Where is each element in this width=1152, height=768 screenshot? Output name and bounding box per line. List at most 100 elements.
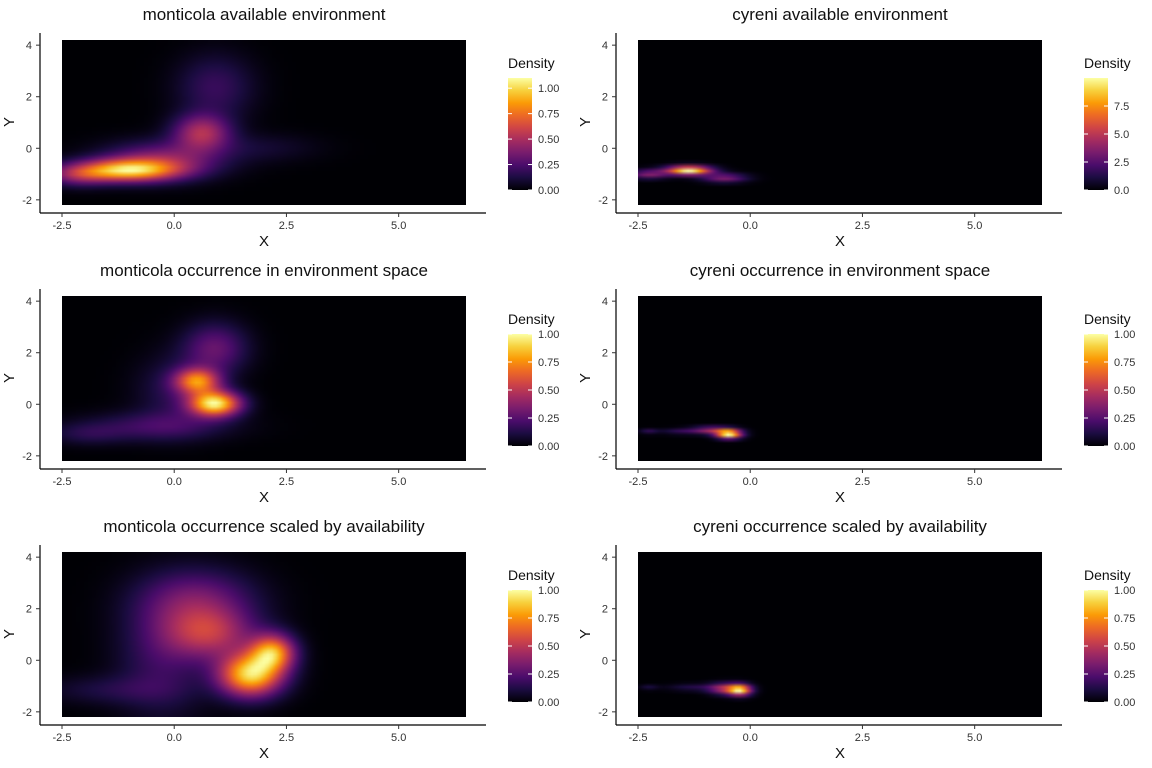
x-tick-label: 2.5 xyxy=(279,476,294,488)
y-tick-label: 0 xyxy=(602,399,608,411)
legend-tick-label: 0.75 xyxy=(538,613,559,625)
legend-tick-label: 0.25 xyxy=(538,413,559,425)
y-tick-label: 4 xyxy=(26,552,32,564)
y-axis-label: Y xyxy=(577,629,594,639)
y-tick-label: 0 xyxy=(602,143,608,155)
legend-tick-label: 0.00 xyxy=(1114,441,1135,453)
legend-tick-label: 0.75 xyxy=(538,357,559,369)
x-tick-label: 2.5 xyxy=(855,220,870,232)
y-axis-label: Y xyxy=(1,629,18,639)
legend-tick-label: 0.25 xyxy=(1114,669,1135,681)
y-axis-label: Y xyxy=(1,373,18,383)
y-tick-label: 2 xyxy=(26,92,32,104)
x-tick-label: -2.5 xyxy=(53,476,72,488)
y-axis-label: Y xyxy=(577,373,594,383)
chart-svg: cyreni occurrence scaled by availability… xyxy=(577,517,1135,762)
x-axis-label: X xyxy=(259,745,269,762)
x-tick-label: 5.0 xyxy=(967,220,982,232)
x-tick-label: 2.5 xyxy=(855,476,870,488)
legend-tick-label: 1.00 xyxy=(538,329,559,341)
chart-panel-3: monticola occurrence in environment spac… xyxy=(0,256,576,512)
x-tick-label: -2.5 xyxy=(629,220,648,232)
y-tick-label: 4 xyxy=(26,296,32,308)
legend-tick-label: 0.25 xyxy=(538,669,559,681)
y-tick-label: 0 xyxy=(602,655,608,667)
legend-title: Density xyxy=(508,567,555,583)
y-tick-label: 2 xyxy=(602,604,608,616)
x-tick-label: 0.0 xyxy=(743,732,758,744)
legend-tick-label: 0.0 xyxy=(1114,185,1129,197)
legend-tick-label: 1.00 xyxy=(1114,329,1135,341)
y-tick-label: 4 xyxy=(26,40,32,52)
y-tick-label: 4 xyxy=(602,296,608,308)
chart-panel-2: cyreni available environment -2.5 0.0 2.5 5.… xyxy=(576,0,1152,256)
y-tick-label: 2 xyxy=(26,348,32,360)
chart-title: monticola available environment xyxy=(143,5,386,24)
x-tick-label: 0.0 xyxy=(743,476,758,488)
y-tick-label: -2 xyxy=(22,195,32,207)
legend-title: Density xyxy=(1084,55,1131,71)
legend-title: Density xyxy=(1084,311,1131,327)
legend-tick-label: 0.50 xyxy=(538,134,559,146)
y-tick-label: 4 xyxy=(602,40,608,52)
y-tick-label: -2 xyxy=(598,451,608,463)
legend-tick-label: 0.75 xyxy=(1114,357,1135,369)
legend-tick-label: 1.00 xyxy=(538,585,559,597)
legend-title: Density xyxy=(508,55,555,71)
legend-tick-label: 0.50 xyxy=(1114,385,1135,397)
chart-svg: monticola occurrence in environment spac… xyxy=(1,261,559,506)
x-tick-label: 0.0 xyxy=(743,220,758,232)
chart-svg: monticola available environment -2.5 0.0 2.… xyxy=(1,5,559,250)
chart-title: monticola occurrence scaled by availabil… xyxy=(103,517,425,536)
y-tick-label: 0 xyxy=(26,399,32,411)
legend-colorbar xyxy=(508,78,532,190)
x-tick-label: 5.0 xyxy=(967,476,982,488)
legend-tick-label: 0.00 xyxy=(538,697,559,709)
legend-tick-label: 1.00 xyxy=(1114,585,1135,597)
y-tick-label: 4 xyxy=(602,552,608,564)
x-tick-label: -2.5 xyxy=(629,476,648,488)
density-heatmap xyxy=(638,296,1042,461)
x-tick-label: 2.5 xyxy=(279,220,294,232)
legend-tick-label: 0.00 xyxy=(1114,697,1135,709)
x-tick-label: -2.5 xyxy=(53,220,72,232)
y-axis-label: Y xyxy=(1,117,18,127)
y-tick-label: -2 xyxy=(22,707,32,719)
chart-panel-6: cyreni occurrence scaled by availability… xyxy=(576,512,1152,768)
density-heatmap xyxy=(638,552,1042,717)
legend-tick-label: 0.00 xyxy=(538,185,559,197)
density-heatmap xyxy=(638,40,1042,205)
x-tick-label: 2.5 xyxy=(279,732,294,744)
y-tick-label: 0 xyxy=(26,143,32,155)
y-tick-label: -2 xyxy=(598,195,608,207)
chart-title: cyreni occurrence scaled by availability xyxy=(693,517,987,536)
x-axis-label: X xyxy=(835,745,845,762)
chart-svg: cyreni available environment -2.5 0.0 2.5 5.… xyxy=(577,5,1131,250)
legend-tick-label: 0.25 xyxy=(1114,413,1135,425)
x-axis-label: X xyxy=(259,489,269,506)
y-tick-label: -2 xyxy=(22,451,32,463)
legend-title: Density xyxy=(508,311,555,327)
y-axis-label: Y xyxy=(577,117,594,127)
x-tick-label: -2.5 xyxy=(629,732,648,744)
chart-title: monticola occurrence in environment spac… xyxy=(100,261,428,280)
legend-tick-label: 0.50 xyxy=(538,641,559,653)
legend-tick-label: 0.75 xyxy=(1114,613,1135,625)
y-tick-label: 2 xyxy=(602,348,608,360)
legend-tick-label: 5.0 xyxy=(1114,129,1129,141)
density-heatmap xyxy=(62,296,466,461)
x-axis-label: X xyxy=(259,233,269,250)
legend-tick-label: 2.5 xyxy=(1114,157,1129,169)
chart-title: cyreni occurrence in environment space xyxy=(690,261,990,280)
legend-tick-label: 0.00 xyxy=(538,441,559,453)
x-tick-label: 2.5 xyxy=(855,732,870,744)
x-tick-label: 5.0 xyxy=(391,476,406,488)
legend-tick-label: 0.50 xyxy=(1114,641,1135,653)
x-tick-label: -2.5 xyxy=(53,732,72,744)
x-tick-label: 5.0 xyxy=(391,220,406,232)
y-tick-label: -2 xyxy=(598,707,608,719)
x-tick-label: 5.0 xyxy=(391,732,406,744)
chart-panel-4: cyreni occurrence in environment space -2… xyxy=(576,256,1152,512)
chart-panel-1: monticola available environment -2.5 0.0 2.… xyxy=(0,0,576,256)
y-tick-label: 2 xyxy=(26,604,32,616)
